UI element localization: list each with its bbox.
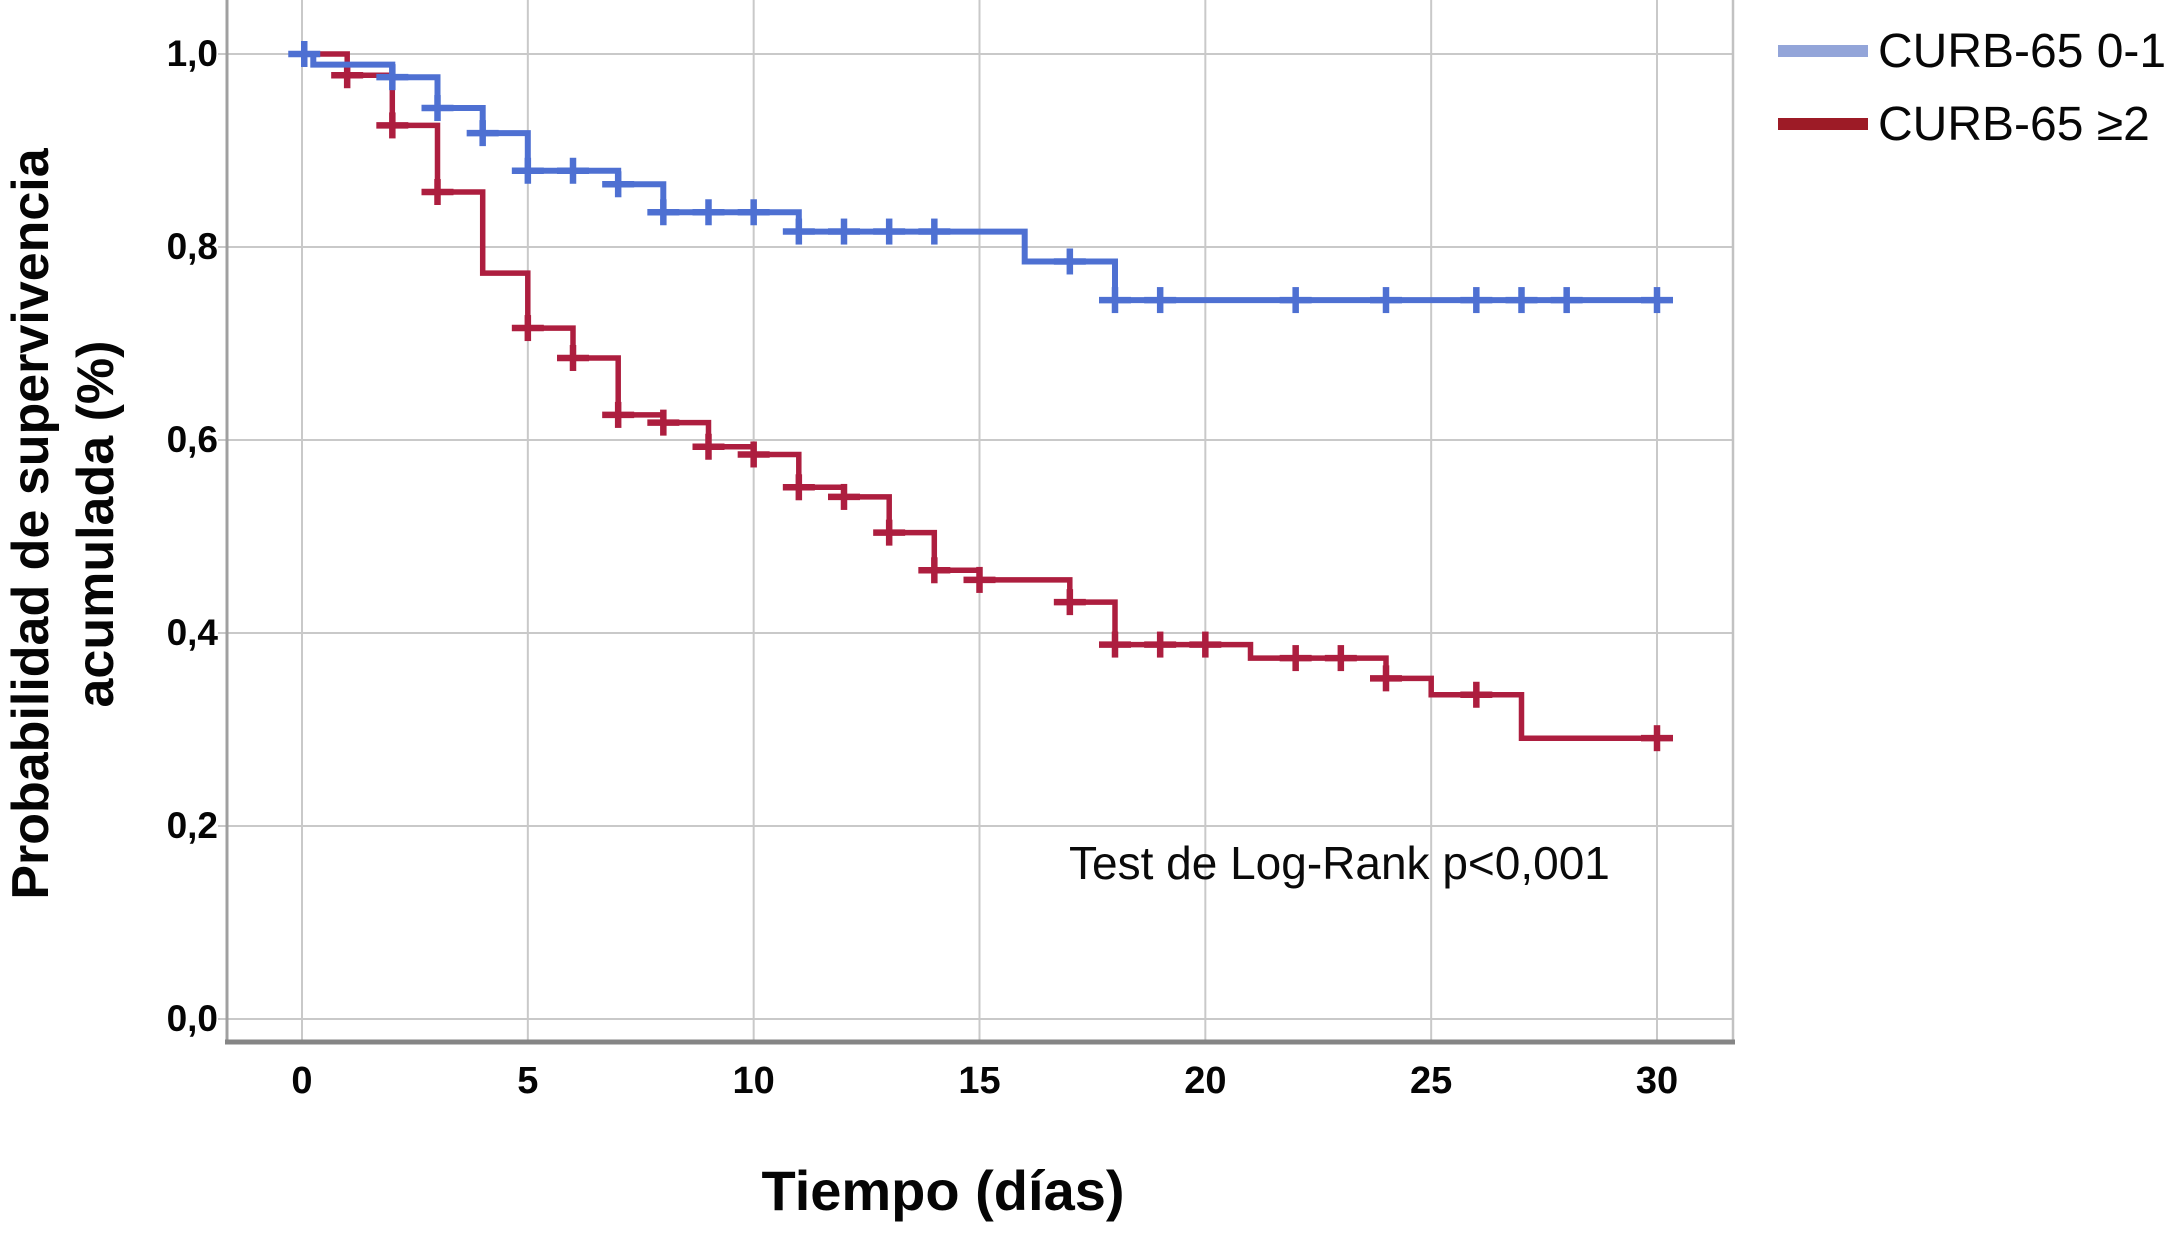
x-tick-label: 5 xyxy=(517,1060,538,1102)
legend-item-curb-0-1: CURB-65 0-1 xyxy=(1778,24,2167,78)
survival-curve-curb-ge2 xyxy=(302,51,1657,741)
legend-label-curb-0-1: CURB-65 0-1 xyxy=(1878,24,2167,78)
x-tick-label: 25 xyxy=(1410,1060,1452,1102)
x-tick-label: 0 xyxy=(291,1060,312,1102)
legend-item-curb-ge2: CURB-65 ≥2 xyxy=(1778,97,2166,151)
x-tick-label: 15 xyxy=(958,1060,1000,1102)
x-tick-label: 20 xyxy=(1184,1060,1226,1102)
y-tick-label: 0,8 xyxy=(167,226,218,267)
log-rank-annotation: Test de Log-Rank p<0,001 xyxy=(1069,837,1610,889)
x-tick-label: 30 xyxy=(1636,1060,1678,1102)
legend: CURB-65 0-1 CURB-65 ≥2 xyxy=(1778,24,2167,151)
x-axis-title: Tiempo (días) xyxy=(761,1159,1125,1222)
y-tick-label: 0,4 xyxy=(167,612,219,653)
y-tick-label: 0,6 xyxy=(167,419,218,460)
y-axis-title: Probabilidad de supervivencia acumulada … xyxy=(0,148,129,899)
y-tick-label: 1,0 xyxy=(167,33,218,74)
legend-label-curb-ge2: CURB-65 ≥2 xyxy=(1878,97,2150,151)
y-tick-label: 0,0 xyxy=(167,998,218,1039)
y-axis-title-line2: acumulada (%) xyxy=(67,340,125,708)
y-tick-label: 0,2 xyxy=(167,805,218,846)
x-tick-label: 10 xyxy=(733,1060,775,1102)
legend-line-swatch-blue-icon xyxy=(1778,45,1868,57)
legend-line-swatch-red-icon xyxy=(1778,118,1868,130)
y-axis-title-line1: Probabilidad de supervivencia xyxy=(2,148,60,900)
